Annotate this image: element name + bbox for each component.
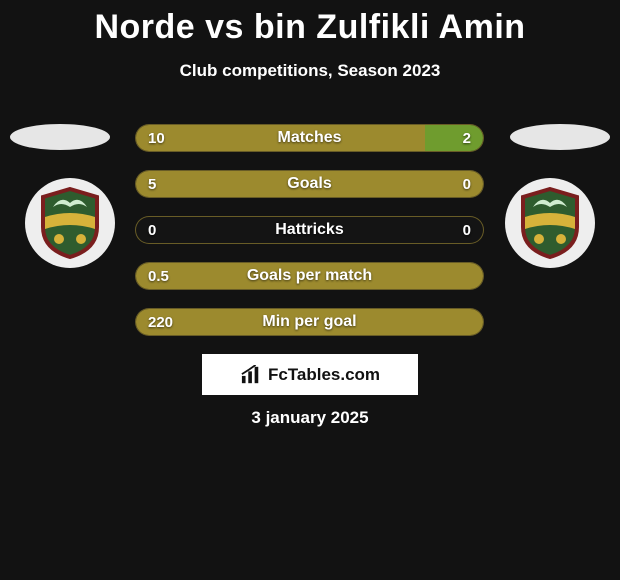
generation-date: 3 january 2025 xyxy=(0,408,620,428)
club-crest-left-icon xyxy=(39,187,101,259)
stat-label: Min per goal xyxy=(136,309,483,335)
stats-chart: 102Matches 50Goals 00Hattricks 0.5Goals per… xyxy=(135,124,484,354)
stat-row: 102Matches xyxy=(135,124,484,152)
stat-label: Matches xyxy=(136,125,483,151)
club-crest-right-icon xyxy=(519,187,581,259)
stat-label: Hattricks xyxy=(136,217,483,243)
page-title: Norde vs bin Zulfikli Amin xyxy=(0,0,620,47)
brand-watermark: FcTables.com xyxy=(202,354,418,395)
brand-chart-icon xyxy=(240,365,262,385)
stat-row: 50Goals xyxy=(135,170,484,198)
club-badge-right xyxy=(505,178,595,268)
stat-row: 0.5Goals per match xyxy=(135,262,484,290)
player-photo-right-placeholder xyxy=(510,124,610,150)
page-subtitle: Club competitions, Season 2023 xyxy=(0,61,620,81)
club-badge-left xyxy=(25,178,115,268)
stat-row: 220Min per goal xyxy=(135,308,484,336)
brand-text: FcTables.com xyxy=(268,365,380,385)
stat-row: 00Hattricks xyxy=(135,216,484,244)
stat-label: Goals xyxy=(136,171,483,197)
player-photo-left-placeholder xyxy=(10,124,110,150)
stat-label: Goals per match xyxy=(136,263,483,289)
